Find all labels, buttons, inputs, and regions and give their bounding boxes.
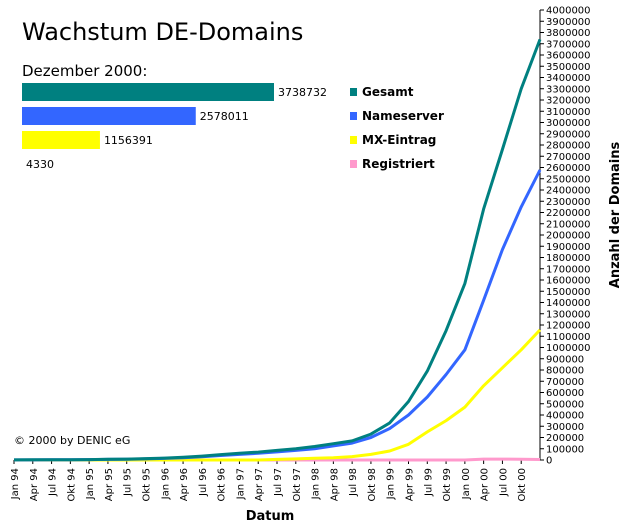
legend-label-nameserver: Nameserver: [362, 109, 444, 123]
y-tick-label: 1900000: [546, 242, 591, 253]
y-tick-label: 1800000: [546, 253, 591, 264]
x-tick-label: Jan 98: [311, 468, 322, 500]
chart-subtitle: Dezember 2000:: [22, 62, 147, 80]
y-tick-label: 0: [546, 456, 552, 467]
y-tick-label: 3200000: [546, 96, 591, 107]
y-tick-label: 2300000: [546, 197, 591, 208]
y-tick-label: 1000000: [546, 343, 591, 354]
summary-bar-mx-eintrag: [22, 131, 100, 149]
y-tick-label: 2900000: [546, 129, 591, 140]
copyright-note: © 2000 by DENIC eG: [14, 434, 130, 447]
y-tick-label: 1200000: [546, 321, 591, 332]
x-tick-label: Jan 94: [10, 468, 21, 500]
y-tick-label: 800000: [546, 366, 584, 377]
x-tick-label: Jul 98: [348, 468, 359, 497]
summary-bar-gesamt: [22, 83, 274, 101]
legend-swatch-mx-eintrag: [350, 136, 357, 144]
y-tick-label: 2700000: [546, 152, 591, 163]
x-tick-label: Apr 99: [405, 468, 416, 501]
y-tick-label: 3800000: [546, 28, 591, 39]
y-tick-label: 600000: [546, 388, 584, 399]
legend-label-mx-eintrag: MX-Eintrag: [362, 133, 436, 147]
legend-swatch-nameserver: [350, 112, 357, 120]
y-tick-label: 2600000: [546, 163, 591, 174]
summary-bars: 3738732 2578011 1156391 4330: [22, 83, 327, 171]
y-tick-label: 400000: [546, 411, 584, 422]
x-tick-label: Okt 98: [367, 468, 378, 502]
y-tick-label: 1700000: [546, 264, 591, 275]
x-tick-label: Jan 99: [386, 468, 397, 500]
axes: 0100000200000300000400000500000600000700…: [10, 6, 591, 502]
x-tick-label: Apr 00: [480, 468, 491, 501]
x-tick-label: Okt 96: [217, 468, 228, 502]
x-tick-label: Jul 99: [423, 468, 434, 497]
y-tick-label: 3500000: [546, 62, 591, 73]
legend-label-gesamt: Gesamt: [362, 85, 414, 99]
x-tick-label: Okt 95: [142, 468, 153, 502]
y-tick-label: 900000: [546, 354, 584, 365]
y-tick-label: 3100000: [546, 107, 591, 118]
series-line-gesamt: [13, 38, 542, 462]
x-tick-label: Apr 94: [29, 468, 40, 501]
x-tick-label: Jan 00: [461, 468, 472, 500]
y-tick-label: 1500000: [546, 287, 591, 298]
y-tick-label: 1400000: [546, 298, 591, 309]
y-tick-label: 3300000: [546, 84, 591, 95]
y-tick-label: 1300000: [546, 309, 591, 320]
y-tick-label: 300000: [546, 422, 584, 433]
y-tick-label: 100000: [546, 444, 584, 455]
legend-label-registriert: Registriert: [362, 157, 435, 171]
summary-value-gesamt: 3738732: [278, 86, 327, 99]
y-tick-label: 1100000: [546, 332, 591, 343]
y-axis-label: Anzahl der Domains: [608, 142, 623, 289]
y-tick-label: 3000000: [546, 118, 591, 129]
x-tick-label: Jul 95: [123, 468, 134, 497]
y-tick-label: 2800000: [546, 141, 591, 152]
summary-value-nameserver: 2578011: [200, 110, 249, 123]
y-tick-label: 200000: [546, 433, 584, 444]
x-tick-label: Jan 95: [85, 468, 96, 500]
legend-swatch-gesamt: [350, 88, 357, 96]
y-tick-label: 3700000: [546, 39, 591, 50]
x-tick-label: Jan 97: [235, 468, 246, 500]
chart-title: Wachstum DE-Domains: [22, 18, 303, 46]
y-tick-label: 4000000: [546, 6, 591, 17]
x-tick-label: Jul 00: [498, 468, 509, 497]
x-tick-label: Apr 96: [179, 468, 190, 501]
y-tick-label: 2100000: [546, 219, 591, 230]
y-tick-label: 1600000: [546, 276, 591, 287]
y-tick-label: 700000: [546, 377, 584, 388]
summary-bar-nameserver: [22, 107, 196, 125]
x-tick-label: Apr 95: [104, 468, 115, 501]
y-tick-label: 500000: [546, 399, 584, 410]
y-tick-label: 3900000: [546, 17, 591, 28]
x-tick-label: Okt 00: [517, 468, 528, 502]
y-tick-label: 2500000: [546, 174, 591, 185]
legend-swatch-registriert: [350, 160, 357, 168]
x-tick-label: Apr 98: [329, 468, 340, 501]
summary-value-registriert: 4330: [26, 158, 54, 171]
y-tick-label: 3400000: [546, 73, 591, 84]
y-tick-label: 3600000: [546, 51, 591, 62]
x-tick-label: Jul 97: [273, 468, 284, 497]
y-tick-label: 2200000: [546, 208, 591, 219]
x-tick-label: Okt 99: [442, 468, 453, 502]
x-tick-label: Jan 96: [160, 468, 171, 500]
series-line-nameserver: [14, 169, 542, 462]
x-tick-label: Jul 94: [48, 468, 59, 497]
x-tick-label: Jul 96: [198, 468, 209, 497]
y-tick-label: 2000000: [546, 231, 591, 242]
x-tick-label: Okt 94: [66, 468, 77, 502]
x-tick-label: Apr 97: [254, 468, 265, 501]
legend: Gesamt Nameserver MX-Eintrag Registriert: [350, 85, 444, 171]
x-axis-label: Datum: [246, 509, 295, 524]
summary-value-mx-eintrag: 1156391: [104, 134, 153, 147]
y-tick-label: 2400000: [546, 186, 591, 197]
series-lines: [13, 38, 542, 462]
x-tick-label: Okt 97: [292, 468, 303, 502]
